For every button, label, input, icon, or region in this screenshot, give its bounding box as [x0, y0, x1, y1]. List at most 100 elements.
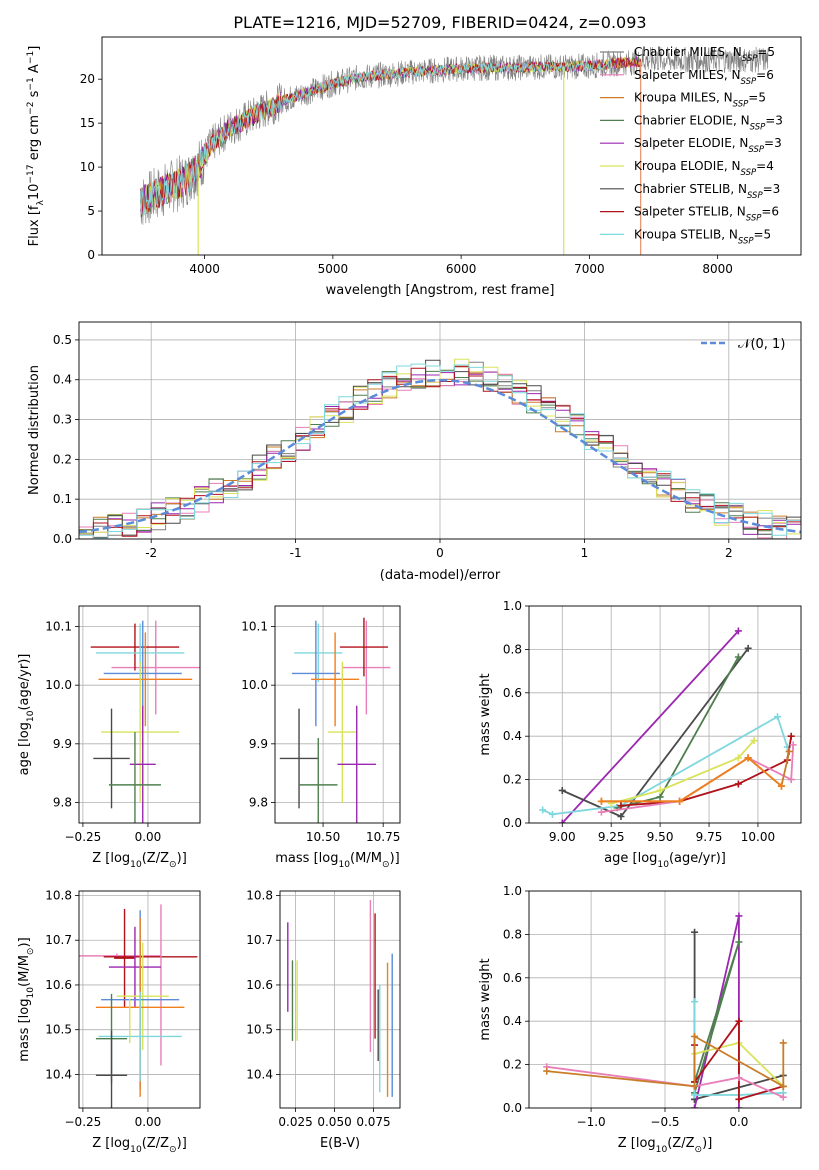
panel-spectrum: 4000 5000 6000 7000 8000 0 5 10 15 20 wavelength […: [26, 36, 802, 298]
y-tick-label: 10: [80, 160, 95, 174]
y-tick-label: 10.5: [246, 1023, 273, 1037]
histogram-step-line: [79, 363, 801, 539]
y-tick-label: 0.5: [53, 333, 72, 347]
x-tick-label: -2: [145, 546, 157, 560]
weight-marker: [691, 1032, 699, 1040]
weight-marker: [676, 797, 684, 805]
axes-frame: [528, 890, 802, 1109]
panel-residuals: -2 -1 0 1 2 0.0 0.1 0.2 0.3 0.4 0.5 (data-model)/er…: [27, 321, 802, 583]
y-axis-label: age [log10(age/yr)]: [17, 654, 36, 776]
errorbar-point: [279, 708, 319, 809]
y-tick-label: 0.2: [503, 1058, 522, 1072]
x-axis-label: wavelength [Angstrom, rest frame]: [326, 283, 555, 298]
errorbar-point: [114, 908, 135, 1008]
y-axis-label: mass weight: [478, 673, 493, 755]
weight-marker: [744, 644, 752, 652]
weight-marker: [750, 737, 758, 745]
weight-marker: [779, 1093, 787, 1101]
plot-area-mass_vs_Z: [79, 891, 200, 1108]
x-axis-label: (data-model)/error: [380, 568, 501, 583]
weight-series-line: [616, 656, 740, 809]
axes-frame: [78, 890, 201, 1109]
y-tick-label: 20: [80, 72, 95, 86]
model-kroupa-stelib-line: [140, 60, 615, 216]
errorbar-point: [337, 705, 376, 823]
x-tick-label: 9.00: [549, 830, 576, 844]
weight-series-line: [693, 941, 740, 1094]
weight-marker: [734, 780, 742, 788]
weight-marker: [691, 928, 699, 936]
weight-marker: [787, 732, 795, 740]
weight-marker: [735, 912, 743, 920]
errorbar-point: [95, 1030, 128, 1108]
x-tick-label: 10.00: [741, 830, 775, 844]
x-axis-label: Z [log10(Z/Z⊙)]: [92, 1136, 187, 1155]
y-tick-label: 0.0: [503, 816, 522, 830]
errorbar-point: [299, 737, 338, 823]
weight-marker: [539, 806, 547, 814]
weight-marker: [789, 741, 797, 749]
axes-frame: [279, 890, 401, 1109]
x-tick-label: 0.075: [356, 1115, 390, 1129]
y-tick-label: 0.4: [503, 729, 522, 743]
y-axis-label: Flux [fλ10−17 erg cm−2 s−1 A−1]: [26, 46, 46, 247]
y-tick-label: 0: [87, 248, 95, 262]
weight-series-line: [693, 1018, 784, 1101]
legend-label: 𝒩(0, 1): [738, 337, 785, 352]
model-salpeter-stelib-line: [140, 57, 642, 218]
errorbar-point: [294, 623, 343, 683]
x-tick-label: -1: [290, 546, 302, 560]
x-tick-label: 6000: [446, 262, 477, 276]
y-tick-label: 0.1: [53, 492, 72, 506]
legend-label: Kroupa ELODIE, NSSP=4: [634, 159, 774, 178]
x-tick-label: 4000: [189, 262, 220, 276]
plot-area-mass_vs_EBV: [280, 891, 400, 1108]
legend-label: Kroupa MILES, NSSP=5: [634, 91, 766, 110]
panel-mass_vs_EBV: 0.025 0.050 0.075 10.4 10.5 10.6 10.7 10.8 E(B-V…: [246, 888, 401, 1151]
y-tick-label: 5: [87, 204, 95, 218]
y-tick-label: 0.8: [503, 642, 522, 656]
y-tick-label: 10.8: [246, 888, 273, 902]
legend-label: Chabrier STELIB, NSSP=3: [634, 182, 780, 201]
weight-marker: [787, 776, 795, 784]
weight-marker: [735, 1074, 743, 1082]
y-tick-label: 10.4: [246, 1067, 273, 1081]
weight-marker: [734, 754, 742, 762]
x-tick-label: 1: [581, 546, 589, 560]
weight-marker: [779, 1039, 787, 1047]
y-tick-label: 10.4: [45, 1067, 72, 1081]
x-tick-label: 7000: [574, 262, 605, 276]
errorbar-point: [129, 705, 156, 823]
errorbar-point: [291, 620, 340, 727]
weight-marker: [597, 797, 605, 805]
y-tick-label: 0.6: [503, 971, 522, 985]
x-tick-label: 5000: [318, 262, 349, 276]
y-axis-label: mass [log10(M/M⊙)]: [17, 937, 36, 1061]
weight-marker: [656, 793, 664, 801]
weight-marker: [734, 627, 742, 635]
y-tick-label: 9.9: [53, 737, 72, 751]
y-tick-label: 10.7: [246, 933, 273, 947]
x-tick-label: 0.0: [729, 1115, 748, 1129]
legend-label: Salpeter STELIB, NSSP=6: [634, 205, 779, 224]
weight-series-line: [546, 1065, 784, 1099]
observed-spectrum-line: [140, 46, 770, 225]
y-tick-label: 10.5: [45, 1023, 72, 1037]
errorbar-point: [108, 732, 161, 823]
y-tick-label: 10.6: [45, 978, 72, 992]
y-tick-label: 9.8: [249, 795, 268, 809]
weight-marker: [543, 1067, 551, 1075]
plot-area-weight_vs_age: [529, 606, 801, 823]
panel-age_vs_mass: 10.50 10.75 9.8 9.9 10.0 10.1 mass [log10(M/M⊙…: [241, 605, 401, 870]
y-tick-label: 10.0: [45, 678, 72, 692]
y-tick-label: 1.0: [503, 599, 522, 613]
weight-marker: [779, 1082, 787, 1090]
y-tick-label: 10.1: [241, 620, 268, 634]
panel-age_vs_Z: −0.25 0.00 9.8 9.9 10.0 10.1 Z [log10(Z/Z⊙)] ag…: [17, 605, 201, 870]
panel-weight_vs_age: 9.00 9.25 9.50 9.75 10.00 0.0 0.2 0.4 0.6 0.8 1.0 a…: [478, 599, 802, 870]
y-tick-label: 9.8: [53, 795, 72, 809]
x-tick-label: 0.00: [135, 1115, 162, 1129]
x-tick-label: −1.0: [577, 1115, 606, 1129]
